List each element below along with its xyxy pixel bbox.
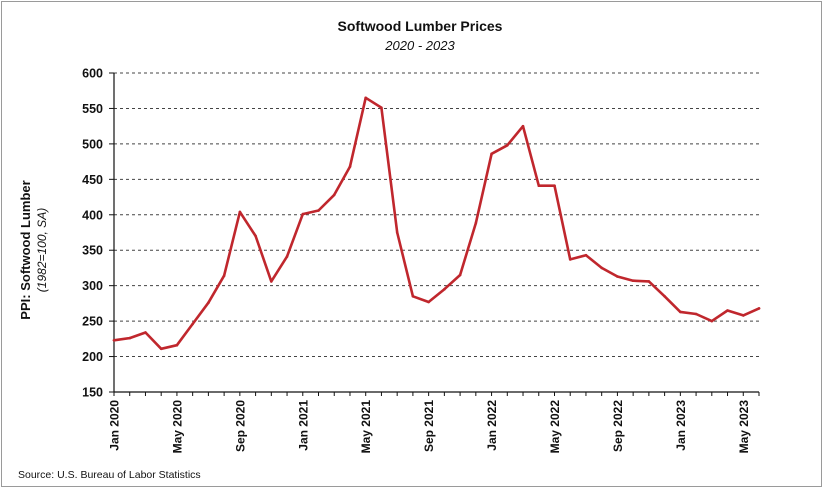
data-point	[395, 231, 399, 234]
series-layer	[112, 96, 761, 351]
data-point	[380, 106, 383, 109]
data-point	[191, 322, 194, 326]
data-point	[726, 309, 729, 312]
data-point	[647, 280, 651, 283]
data-point	[757, 307, 761, 310]
data-point	[474, 222, 478, 225]
y-tick-label: 400	[82, 208, 103, 222]
y-tick-label: 300	[82, 279, 103, 293]
y-tick-label: 200	[82, 350, 103, 364]
data-point	[616, 275, 619, 278]
data-point	[207, 301, 210, 305]
data-point	[506, 144, 509, 147]
source-note: Source: U.S. Bureau of Labor Statistics	[18, 469, 201, 481]
x-tick-label: May 2022	[548, 400, 562, 454]
x-tick-label: Jan 2023	[674, 400, 688, 451]
x-tick-label: May 2020	[170, 400, 184, 454]
x-tick-label: May 2023	[737, 400, 751, 454]
x-axis-ticks: Jan 2020 May 2020 Sep 2020 Jan 2021 May 2021…	[108, 392, 760, 453]
y-tick-label: 600	[82, 67, 103, 81]
data-point	[270, 280, 273, 283]
chart-title: Softwood Lumber Prices	[338, 18, 503, 34]
data-point	[301, 212, 305, 216]
data-point	[427, 300, 430, 304]
data-point	[443, 287, 446, 291]
data-point	[458, 273, 462, 277]
data-point	[600, 266, 603, 270]
data-point	[348, 165, 352, 168]
data-point	[364, 96, 368, 100]
x-tick-label: Sep 2021	[422, 400, 436, 452]
data-point	[332, 193, 336, 197]
data-point	[553, 184, 556, 187]
data-point	[128, 336, 131, 340]
x-tick-label: Sep 2022	[611, 400, 625, 452]
data-point	[663, 295, 666, 298]
y-axis-sublabel: (1982=100, SA)	[35, 208, 49, 292]
data-point	[679, 310, 682, 314]
gridlines	[113, 72, 759, 393]
y-axis-label: PPI: Softwood Lumber	[18, 180, 33, 319]
data-point	[411, 295, 415, 298]
data-point	[285, 255, 289, 258]
y-tick-label: 150	[82, 386, 103, 400]
x-tick-label: May 2021	[359, 400, 373, 454]
data-point	[710, 319, 714, 323]
y-tick-label: 550	[82, 102, 103, 116]
data-point	[175, 343, 179, 347]
data-point	[521, 124, 525, 128]
data-point	[112, 339, 116, 342]
data-point	[222, 274, 226, 278]
series-line	[112, 96, 761, 351]
x-tick-label: Jan 2021	[296, 400, 310, 451]
x-tick-label: Sep 2020	[233, 400, 247, 452]
data-point	[742, 314, 745, 317]
data-point	[631, 279, 635, 283]
y-tick-label: 500	[82, 137, 103, 151]
data-point	[317, 209, 320, 212]
y-tick-label: 450	[82, 173, 103, 187]
data-point	[254, 234, 257, 238]
y-tick-label: 250	[82, 315, 103, 329]
data-point	[490, 152, 493, 156]
data-point	[238, 210, 242, 214]
chart-subtitle: 2020 - 2023	[384, 38, 455, 53]
data-point	[568, 258, 572, 261]
x-tick-label: Jan 2020	[108, 400, 122, 451]
data-point	[537, 184, 541, 187]
x-tick-label: Jan 2022	[485, 400, 499, 451]
data-point	[694, 312, 698, 316]
data-point	[144, 331, 147, 334]
y-axis-ticks: 600 550 500 450 400 350 300 250 200 150	[82, 67, 114, 400]
data-point	[159, 347, 163, 351]
y-tick-label: 350	[82, 244, 103, 258]
data-point	[584, 253, 588, 257]
